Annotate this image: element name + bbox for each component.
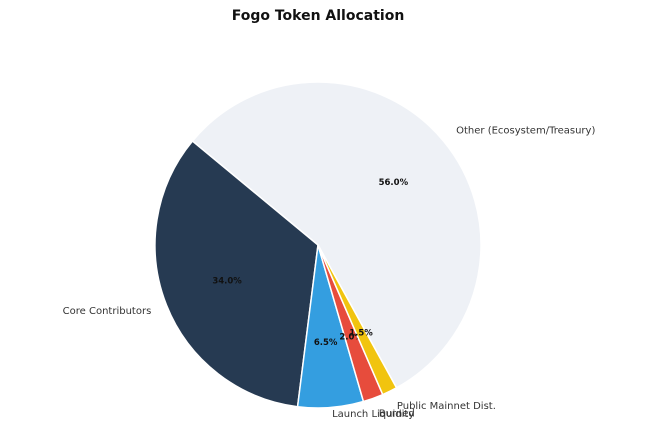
slice-percent: 6.5% xyxy=(314,338,338,348)
pie-slice xyxy=(191,81,482,389)
slice-percent: 34.0% xyxy=(212,277,242,287)
slice-percent: 1.5% xyxy=(349,328,373,338)
slice-percent: 2.0% xyxy=(339,333,363,343)
slice-label: Other (Ecosystem/Treasury) xyxy=(456,126,595,137)
slice-label: Public Mainnet Dist. xyxy=(397,401,496,412)
pie-slice xyxy=(317,244,398,396)
slice-label: Launch Liquidity xyxy=(332,409,414,420)
pie-slice xyxy=(154,140,319,408)
slice-percent: 56.0% xyxy=(379,178,409,188)
slice-label: Core Contributors xyxy=(63,306,152,317)
slice-label: Burned xyxy=(379,409,415,420)
chart-title: Fogo Token Allocation xyxy=(232,8,405,24)
